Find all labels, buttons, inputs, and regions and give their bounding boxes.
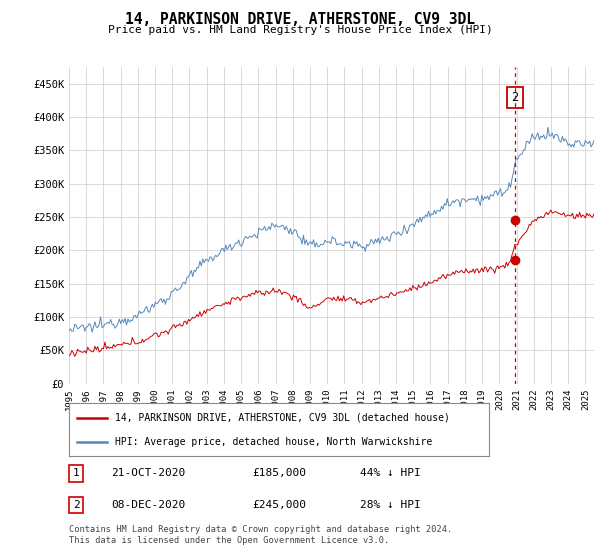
Text: Contains HM Land Registry data © Crown copyright and database right 2024.
This d: Contains HM Land Registry data © Crown c…: [69, 525, 452, 545]
Text: 2: 2: [73, 500, 80, 510]
Text: 44% ↓ HPI: 44% ↓ HPI: [360, 468, 421, 478]
Text: Price paid vs. HM Land Registry's House Price Index (HPI): Price paid vs. HM Land Registry's House …: [107, 25, 493, 35]
Text: £245,000: £245,000: [252, 500, 306, 510]
Text: 2: 2: [512, 91, 519, 104]
Text: 28% ↓ HPI: 28% ↓ HPI: [360, 500, 421, 510]
Text: 08-DEC-2020: 08-DEC-2020: [111, 500, 185, 510]
Text: HPI: Average price, detached house, North Warwickshire: HPI: Average price, detached house, Nort…: [115, 437, 433, 447]
Text: 14, PARKINSON DRIVE, ATHERSTONE, CV9 3DL (detached house): 14, PARKINSON DRIVE, ATHERSTONE, CV9 3DL…: [115, 413, 450, 423]
Text: 21-OCT-2020: 21-OCT-2020: [111, 468, 185, 478]
Text: 14, PARKINSON DRIVE, ATHERSTONE, CV9 3DL: 14, PARKINSON DRIVE, ATHERSTONE, CV9 3DL: [125, 12, 475, 27]
Text: 1: 1: [73, 468, 80, 478]
Text: £185,000: £185,000: [252, 468, 306, 478]
